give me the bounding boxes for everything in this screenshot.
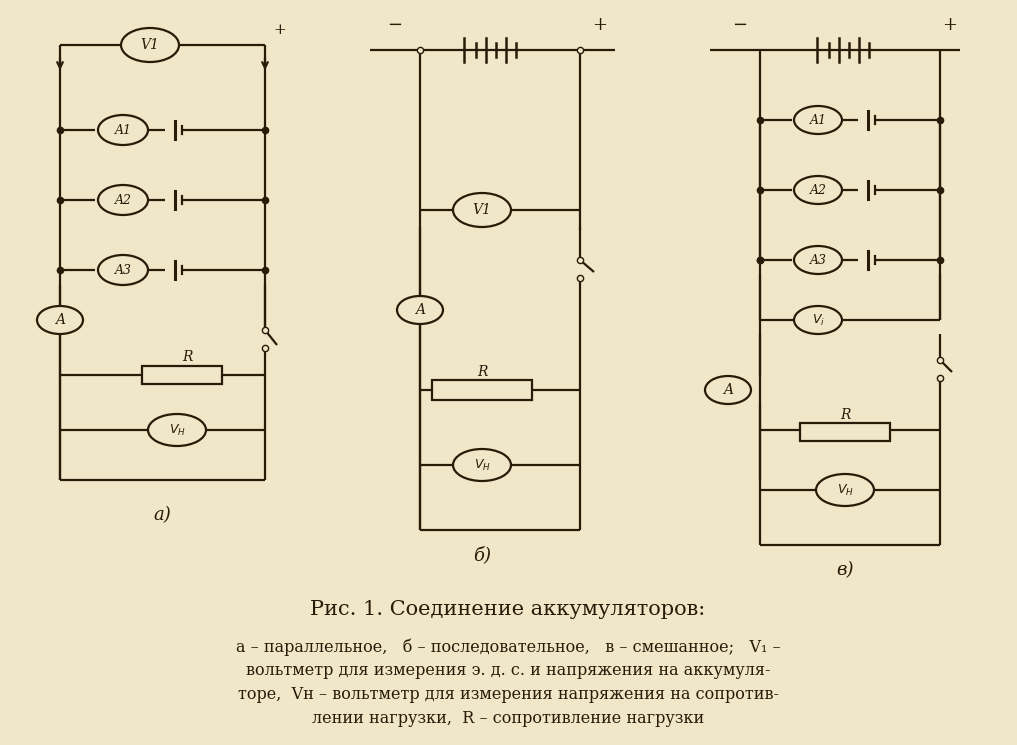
Ellipse shape — [98, 185, 148, 215]
Ellipse shape — [148, 414, 206, 446]
Text: +: + — [943, 16, 957, 34]
Ellipse shape — [98, 255, 148, 285]
Text: лении нагрузки,  R – сопротивление нагрузки: лении нагрузки, R – сопротивление нагруз… — [312, 710, 704, 727]
Text: A3: A3 — [115, 264, 131, 276]
Ellipse shape — [794, 306, 842, 334]
Text: A: A — [55, 313, 65, 327]
Text: A2: A2 — [115, 194, 131, 206]
Text: торе,  Vн – вольтметр для измерения напряжения на сопротив-: торе, Vн – вольтметр для измерения напря… — [238, 686, 778, 703]
Text: R: R — [840, 408, 850, 422]
Text: +: + — [593, 16, 607, 34]
Text: $V_H$: $V_H$ — [474, 457, 490, 472]
Text: A: A — [415, 303, 425, 317]
Text: $V_H$: $V_H$ — [837, 483, 853, 498]
Text: R: R — [182, 350, 192, 364]
Text: V1: V1 — [140, 38, 160, 52]
Ellipse shape — [794, 246, 842, 274]
Text: в): в) — [836, 561, 853, 579]
Ellipse shape — [705, 376, 751, 404]
Text: A1: A1 — [810, 113, 827, 127]
Text: −: − — [387, 16, 403, 34]
Ellipse shape — [453, 193, 511, 227]
Ellipse shape — [453, 449, 511, 481]
Text: A: A — [723, 383, 733, 397]
Text: R: R — [477, 365, 487, 379]
Text: +: + — [273, 23, 286, 37]
Ellipse shape — [794, 106, 842, 134]
Text: а): а) — [154, 506, 171, 524]
Text: а – параллельное,   б – последовательное,   в – смешанное;   V₁ –: а – параллельное, б – последовательное, … — [236, 638, 780, 656]
Bar — [432, 380, 532, 400]
Bar — [800, 423, 890, 441]
Ellipse shape — [816, 474, 874, 506]
Text: A3: A3 — [810, 253, 827, 267]
Ellipse shape — [121, 28, 179, 62]
Text: вольтметр для измерения э. д. с. и напряжения на аккумуля-: вольтметр для измерения э. д. с. и напря… — [246, 662, 770, 679]
Text: б): б) — [473, 546, 491, 564]
Text: $V_i$: $V_i$ — [812, 312, 825, 328]
Text: −: − — [732, 16, 747, 34]
Text: $V_H$: $V_H$ — [169, 422, 185, 437]
Text: V1: V1 — [473, 203, 491, 217]
Ellipse shape — [37, 306, 83, 334]
Ellipse shape — [794, 176, 842, 204]
Ellipse shape — [397, 296, 443, 324]
Text: A2: A2 — [810, 183, 827, 197]
Text: Рис. 1. Соединение аккумуляторов:: Рис. 1. Соединение аккумуляторов: — [310, 600, 706, 619]
Bar — [142, 366, 222, 384]
Text: A1: A1 — [115, 124, 131, 136]
Ellipse shape — [98, 115, 148, 145]
